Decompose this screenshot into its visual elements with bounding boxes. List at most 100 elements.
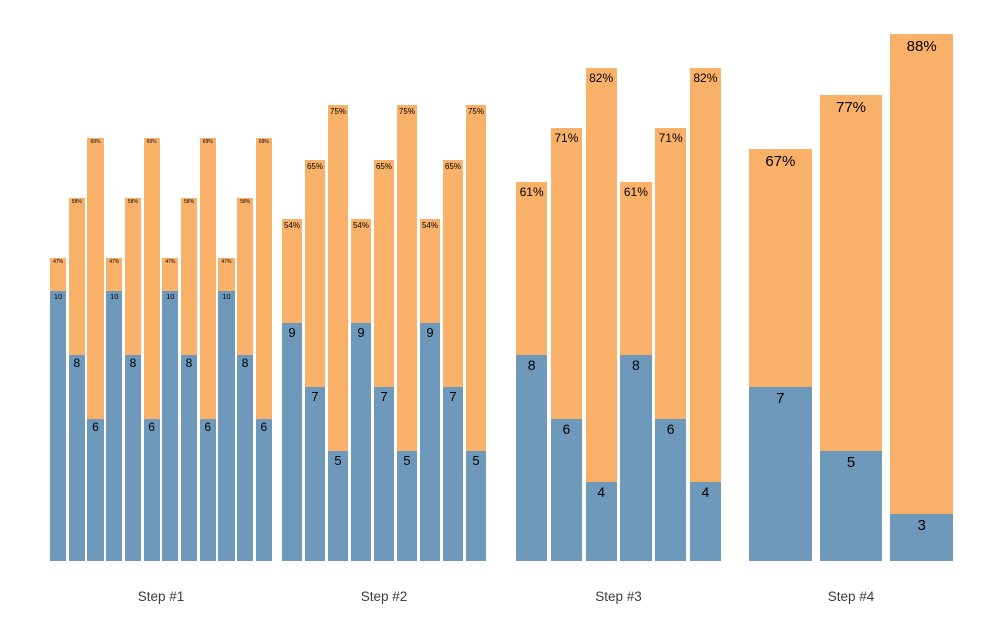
bar-blue-segment: 6 [87,419,104,561]
bar-value-label: 6 [562,421,571,437]
bar-value-label: 6 [260,419,268,434]
bar-value-label: 8 [73,355,81,370]
bar-percent-label: 65% [444,161,461,171]
bar-value-label: 7 [776,390,785,407]
bar-blue-segment: 6 [143,419,160,561]
bar-blue-segment: 5 [466,451,486,561]
stacked-bar: 75% 5 [466,105,486,561]
stacked-bar: 67% 7 [749,149,812,561]
bar-value-label: 9 [357,324,365,340]
bar-orange-segment: 58% [124,198,142,355]
bar-blue-segment: 5 [328,451,348,561]
bar-orange-segment: 82% [689,68,721,482]
bar-group: 61% 8 71% 6 82% 4 61% 8 71% 6 82% 4 [516,68,721,561]
bar-orange-segment: 61% [516,182,548,355]
bar-orange-segment: 69% [199,138,216,419]
bar-orange-segment: 58% [237,198,254,355]
bar-percent-label: 54% [421,220,438,230]
stacked-bar: 71% 6 [550,128,582,561]
bar-percent-label: 47% [221,258,232,265]
bar-percent-label: 75% [398,106,415,116]
bar-orange-segment: 69% [255,138,272,419]
bar-blue-segment: 6 [255,419,272,561]
bar-percent-label: 47% [53,258,64,265]
group-label: Step #1 [137,589,185,604]
bar-value-label: 8 [527,357,536,373]
stacked-bar: 65% 7 [305,160,325,561]
bar-orange-segment: 77% [819,95,883,451]
bar-value-label: 10 [222,291,231,301]
bar-value-label: 3 [917,517,926,534]
stacked-bar: 82% 4 [585,68,617,561]
bar-blue-segment: 7 [305,387,325,561]
bar-value-label: 9 [288,324,296,340]
bar-group: 47% 10 58% 8 69% 6 47% 10 58% 8 69% 6 47% 10 58% 8 69% 6 4… [50,138,272,561]
bar-value-label: 8 [241,355,249,370]
bar-blue-segment: 6 [199,419,216,561]
stacked-bar: 54% 9 [282,219,302,561]
stacked-bar: 65% 7 [374,160,394,561]
bar-blue-segment: 10 [50,291,67,561]
bar-blue-segment: 4 [689,482,721,561]
stacked-bar: 61% 8 [620,182,652,561]
bar-percent-label: 61% [519,185,544,199]
bar-blue-segment: 6 [655,419,687,561]
bar-percent-label: 58% [240,198,251,205]
stacked-bar: 58% 8 [180,198,198,561]
stacked-bar: 69% 6 [255,138,272,561]
bar-group: 54% 9 65% 7 75% 5 54% 9 65% 7 75% 5 54% 9 65% 7 75% 5 [282,105,486,561]
bar-orange-segment: 65% [374,160,394,387]
stacked-bar: 58% 8 [237,198,254,561]
stacked-bar: 75% 5 [328,105,348,561]
bar-blue-segment: 9 [282,323,302,561]
bar-value-label: 4 [701,484,710,500]
stacked-bar: 58% 8 [124,198,142,561]
bar-value-label: 6 [666,421,675,437]
bar-orange-segment: 82% [585,68,617,482]
stacked-bar: 47% 10 [106,258,123,561]
bar-orange-segment: 75% [328,105,348,451]
bar-blue-segment: 8 [68,355,85,561]
bar-blue-segment: 8 [516,355,548,561]
bar-orange-segment: 69% [143,138,160,419]
bar-percent-label: 65% [306,161,323,171]
group-label: Step #4 [827,589,875,604]
bar-value-label: 8 [631,357,640,373]
stacked-bar: 82% 4 [689,68,721,561]
bar-blue-segment: 8 [237,355,254,561]
bar-orange-segment: 58% [68,198,85,355]
bar-value-label: 9 [426,324,434,340]
bar-blue-segment: 8 [180,355,198,561]
bar-orange-segment: 58% [180,198,198,355]
bar-percent-label: 58% [71,198,82,205]
bar-group: 67% 7 77% 5 88% 3 [749,34,954,561]
bar-percent-label: 77% [835,99,867,116]
bar-orange-segment: 47% [162,258,179,291]
bar-percent-label: 47% [109,258,120,265]
bar-percent-label: 88% [906,38,937,55]
stacked-bar: 54% 9 [420,219,440,561]
stacked-bar: 47% 10 [162,258,179,561]
bar-percent-label: 82% [693,71,718,85]
bar-value-label: 5 [403,452,411,468]
bar-percent-label: 69% [146,138,157,145]
group-label: Step #3 [595,589,642,604]
bar-percent-label: 69% [90,138,101,145]
bar-orange-segment: 65% [305,160,325,387]
bar-value-label: 10 [166,291,175,301]
bar-value-label: 7 [311,388,319,404]
bar-percent-label: 71% [554,131,579,145]
bar-orange-segment: 54% [282,219,302,323]
bar-orange-segment: 71% [655,128,687,419]
bar-blue-segment: 6 [550,419,582,561]
bar-percent-label: 54% [283,220,300,230]
bar-orange-segment: 75% [397,105,417,451]
bar-blue-segment: 10 [162,291,179,561]
bar-orange-segment: 65% [443,160,463,387]
bar-blue-segment: 8 [620,355,652,561]
bar-orange-segment: 69% [87,138,104,419]
bar-orange-segment: 61% [620,182,652,355]
bar-blue-segment: 5 [819,451,883,561]
stacked-bar: 47% 10 [218,258,235,561]
bar-blue-segment: 7 [443,387,463,561]
